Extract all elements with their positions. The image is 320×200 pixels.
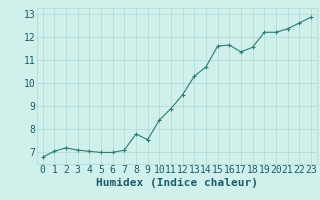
X-axis label: Humidex (Indice chaleur): Humidex (Indice chaleur) — [96, 178, 258, 188]
